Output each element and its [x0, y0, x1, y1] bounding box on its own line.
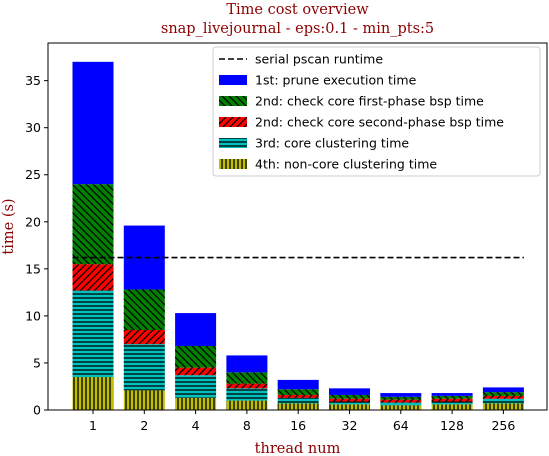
bar-segment-hatch [329, 398, 370, 402]
x-axis: 1 2 4 8 16 32 64 128 256 [89, 410, 515, 433]
bar-segment-hatch [431, 398, 473, 402]
bar-stack-256 [482, 387, 524, 410]
bar-segment-hatch [431, 404, 473, 410]
x-tick-label: 256 [491, 418, 515, 433]
y-tick-label: 30 [25, 120, 41, 135]
chart-title: Time cost overview [226, 2, 369, 18]
y-tick-label: 35 [25, 73, 41, 88]
y-tick-label: 10 [25, 308, 41, 323]
legend-swatch-hatch [219, 138, 247, 148]
bar-stack-1 [72, 61, 114, 410]
bar-segment-hatch [482, 403, 524, 410]
bar-segment [329, 388, 370, 395]
y-tick-label: 25 [25, 167, 41, 182]
bar-segment-hatch [380, 405, 422, 410]
bar-segment-hatch [123, 330, 165, 345]
legend-item: 2nd: check core second-phase bsp time [219, 115, 504, 130]
bar-segment-hatch [277, 394, 319, 398]
bar-segment-hatch [277, 389, 319, 395]
y-tick-label: 15 [25, 261, 41, 276]
bar-segment-hatch [175, 375, 217, 398]
bar-stacks [72, 61, 524, 410]
bar-segment-hatch [226, 383, 268, 389]
legend-swatch [219, 75, 247, 85]
x-tick-label: 64 [393, 418, 409, 433]
bar-segment [226, 355, 268, 373]
bar-segment-hatch [482, 398, 524, 404]
bar-segment-hatch [482, 392, 524, 396]
y-tick-label: 20 [25, 214, 41, 229]
bar-segment-hatch [175, 346, 217, 368]
bar-segment-hatch [123, 289, 165, 331]
y-axis-label: time (s) [1, 198, 17, 254]
bar-segment-hatch [175, 397, 217, 410]
y-tick-label: 0 [33, 403, 41, 418]
legend-label: 2nd: check core first-phase bsp time [255, 94, 484, 109]
x-axis-label: thread num [255, 441, 341, 456]
x-tick-label: 32 [342, 418, 358, 433]
legend-item: 1st: prune execution time [219, 73, 417, 88]
bar-segment-hatch [380, 396, 422, 400]
bar-stack-8 [226, 355, 268, 410]
x-tick-label: 8 [243, 418, 251, 433]
legend-label: 4th: non-core clustering time [255, 157, 437, 172]
bar-segment-hatch [329, 404, 370, 410]
y-tick-label: 5 [33, 355, 41, 370]
x-tick-label: 4 [192, 418, 200, 433]
bar-segment [72, 61, 114, 185]
legend-item: 4th: non-core clustering time [219, 157, 437, 172]
bar-segment-hatch [277, 397, 319, 404]
bar-segment [277, 379, 319, 390]
bar-stack-32 [329, 388, 370, 410]
legend-item: 3rd: core clustering time [219, 136, 409, 151]
legend-item: 2nd: check core first-phase bsp time [219, 94, 484, 109]
bar-stack-128 [431, 393, 473, 410]
legend-box [212, 46, 541, 177]
bar-segment-hatch [329, 401, 370, 405]
legend-item: serial pscan runtime [219, 52, 383, 67]
legend-swatch-hatch [219, 117, 247, 127]
plot-frame [47, 42, 548, 411]
bar-segment-hatch [72, 290, 114, 378]
legend-label: 1st: prune execution time [255, 73, 417, 88]
bar-stack-16 [277, 379, 319, 410]
bar-segment-hatch [226, 372, 268, 384]
bar-segment [431, 393, 473, 396]
bar-segment [175, 313, 217, 347]
legend: serial pscan runtime 1st: prune execution… [212, 46, 541, 177]
bar-segment-hatch [431, 395, 473, 399]
bar-stack-4 [175, 313, 217, 410]
bar-segment-hatch [123, 344, 165, 391]
bar-segment-hatch [380, 402, 422, 406]
bar-segment-hatch [329, 394, 370, 399]
x-tick-label: 1 [89, 418, 97, 433]
bar-segment-hatch [226, 388, 268, 401]
x-tick-label: 128 [440, 418, 464, 433]
bar-segment [482, 387, 524, 393]
bar-segment-hatch [72, 184, 114, 265]
bar-segment-hatch [72, 264, 114, 291]
bar-segment-hatch [123, 390, 165, 410]
x-tick-label: 2 [140, 418, 148, 433]
bar-segment-hatch [380, 399, 422, 403]
legend-swatch-hatch [219, 159, 247, 169]
bar-segment-hatch [277, 403, 319, 410]
legend-label: serial pscan runtime [255, 52, 383, 67]
y-axis: 0 5 10 15 20 25 30 35 [25, 73, 48, 418]
bar-segment [380, 393, 422, 397]
bar-segment-hatch [482, 395, 524, 399]
legend-label: 3rd: core clustering time [255, 136, 409, 151]
bar-segment-hatch [226, 400, 268, 410]
bar-stack-2 [123, 225, 165, 410]
bar-segment-hatch [72, 377, 114, 410]
legend-swatch-hatch [219, 96, 247, 106]
legend-label: 2nd: check core second-phase bsp time [255, 115, 504, 130]
chart-subtitle: snap_livejournal - eps:0.1 - min_pts:5 [161, 21, 434, 37]
bar-segment-hatch [431, 401, 473, 405]
x-tick-label: 16 [290, 418, 306, 433]
bar-segment-hatch [175, 367, 217, 376]
bar-stack-64 [380, 393, 422, 410]
